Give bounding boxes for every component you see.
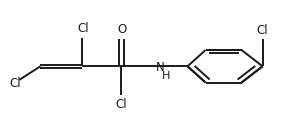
Text: N: N	[156, 61, 165, 74]
Text: Cl: Cl	[77, 22, 89, 35]
Text: Cl: Cl	[116, 98, 127, 111]
Text: Cl: Cl	[9, 77, 21, 90]
Text: Cl: Cl	[257, 24, 268, 37]
Text: O: O	[118, 23, 127, 36]
Text: H: H	[162, 71, 171, 81]
